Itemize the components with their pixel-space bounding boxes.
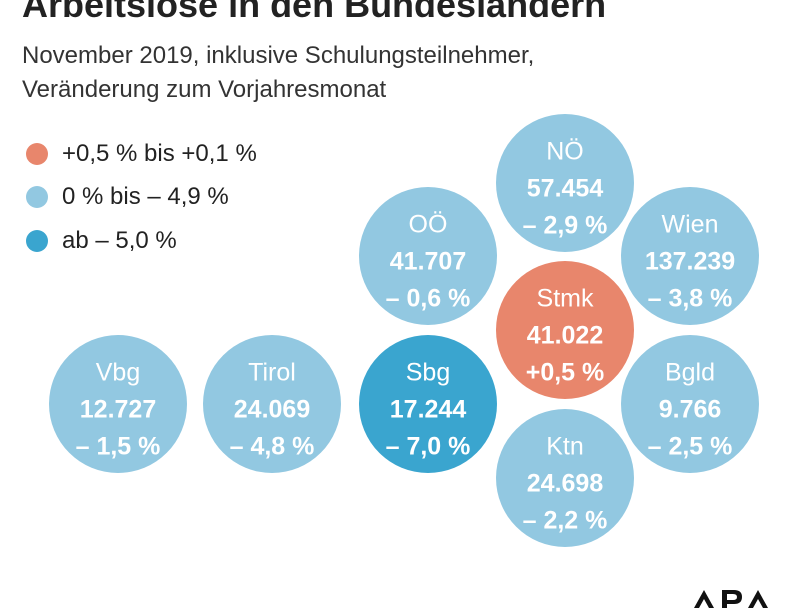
legend-item-positive: +0,5 % bis +0,1 % <box>26 140 257 168</box>
bubble-circle-n <box>496 114 634 252</box>
bubble-change-label-ktn: – 2,2 % <box>523 507 608 535</box>
bubble-value-label-bgld: 9.766 <box>659 396 722 424</box>
bubble-change-label-sbg: – 7,0 % <box>386 433 471 461</box>
legend-item-moderate: 0 % bis – 4,9 % <box>26 183 229 211</box>
bubble-bgld: Bgld 9.766 – 2,5 % <box>621 335 759 473</box>
bubble-change-label-vbg: – 1,5 % <box>76 433 161 461</box>
bubble-state-label-o: OÖ <box>409 211 448 239</box>
legend-swatch-strong <box>26 230 48 252</box>
apa-logo <box>694 590 768 608</box>
bubble-o: OÖ 41.707 – 0,6 % <box>359 187 497 325</box>
legend-item-strong: ab – 5,0 % <box>26 227 177 255</box>
bubble-change-label-n: – 2,9 % <box>523 212 608 240</box>
bubble-value-label-sbg: 17.244 <box>390 396 467 424</box>
bubble-state-label-sbg: Sbg <box>406 359 450 387</box>
legend-label-positive: +0,5 % bis +0,1 % <box>62 140 257 167</box>
bubble-value-label-vbg: 12.727 <box>80 396 156 424</box>
bubble-circle-stmk <box>496 261 634 399</box>
bubble-circle-tirol <box>203 335 341 473</box>
bubble-value-label-ktn: 24.698 <box>527 470 604 498</box>
bubble-state-label-wien: Wien <box>662 211 719 239</box>
bubble-state-label-tirol: Tirol <box>248 359 296 387</box>
bubble-value-label-tirol: 24.069 <box>234 396 310 424</box>
bubble-value-label-o: 41.707 <box>390 248 466 276</box>
bubble-wien: Wien 137.239 – 3,8 % <box>621 187 759 325</box>
bubble-n: NÖ 57.454 – 2,9 % <box>496 114 634 252</box>
bubble-state-label-bgld: Bgld <box>665 359 715 387</box>
bubble-circle-wien <box>621 187 759 325</box>
bubble-ktn: Ktn 24.698 – 2,2 % <box>496 409 634 547</box>
bubble-circle-o <box>359 187 497 325</box>
bubble-vbg: Vbg 12.727 – 1,5 % <box>49 335 187 473</box>
chart-subtitle-line2: Veränderung zum Vorjahresmonat <box>22 76 387 103</box>
bubble-value-label-wien: 137.239 <box>645 248 735 276</box>
bubble-circle-vbg <box>49 335 187 473</box>
legend-swatch-moderate <box>26 186 48 208</box>
bubble-circle-sbg <box>359 335 497 473</box>
bubble-tirol: Tirol 24.069 – 4,8 % <box>203 335 341 473</box>
bubble-stmk: Stmk 41.022 +0,5 % <box>496 261 634 399</box>
bubble-sbg: Sbg 17.244 – 7,0 % <box>359 335 497 473</box>
bubble-state-label-vbg: Vbg <box>96 359 140 387</box>
bubble-change-label-wien: – 3,8 % <box>648 285 733 313</box>
legend-label-strong: ab – 5,0 % <box>62 227 177 254</box>
bubble-value-label-stmk: 41.022 <box>527 322 603 350</box>
chart-subtitle-line1: November 2019, inklusive Schulungsteilne… <box>22 42 535 69</box>
legend-label-moderate: 0 % bis – 4,9 % <box>62 183 229 210</box>
bubble-change-label-stmk: +0,5 % <box>526 359 605 387</box>
bubble-change-label-tirol: – 4,8 % <box>230 433 315 461</box>
chart-title: Arbeitslose in den Bundesländern <box>22 0 607 25</box>
bubble-circle-bgld <box>621 335 759 473</box>
bubble-change-label-bgld: – 2,5 % <box>648 433 733 461</box>
bubble-state-label-n: NÖ <box>546 138 584 166</box>
bubble-circle-ktn <box>496 409 634 547</box>
bubble-value-label-n: 57.454 <box>527 175 604 203</box>
bubble-change-label-o: – 0,6 % <box>386 285 471 313</box>
bubble-state-label-stmk: Stmk <box>537 285 594 313</box>
bubble-state-label-ktn: Ktn <box>546 433 584 461</box>
legend-swatch-positive <box>26 143 48 165</box>
